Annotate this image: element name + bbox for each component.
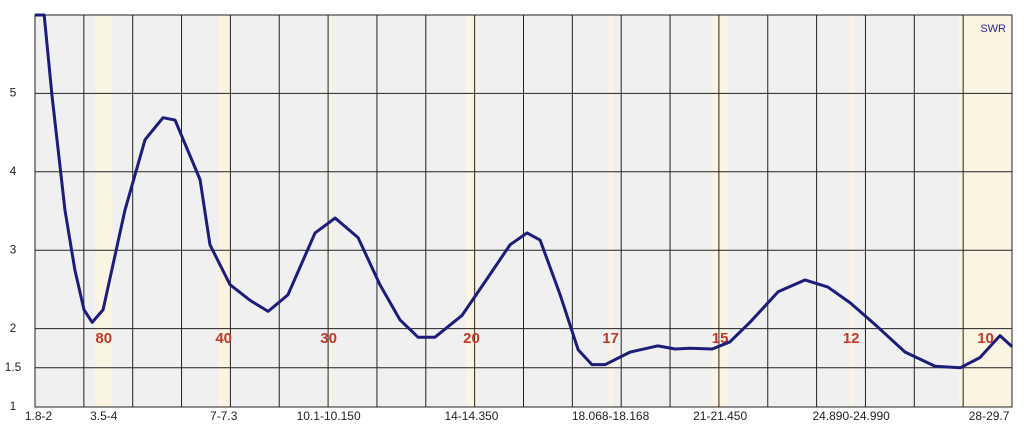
- band-highlight: [218, 15, 229, 407]
- band-highlight: [608, 15, 613, 407]
- band-highlight: [849, 15, 854, 407]
- y-tick-label: 3: [10, 242, 17, 256]
- band-highlight: [465, 15, 478, 407]
- x-tick-label: 28-29.7: [969, 409, 1010, 423]
- band-label: 10: [977, 330, 994, 347]
- band-highlight: [327, 15, 332, 407]
- band-highlight: [94, 15, 113, 407]
- y-tick-label: 5: [10, 86, 17, 100]
- band-label: 12: [843, 330, 860, 347]
- swr-line: [35, 13, 1014, 370]
- x-tick-label: 1.8-2: [25, 409, 53, 423]
- plot-frame: [34, 14, 1013, 408]
- y-tick-label: 1.5: [5, 360, 22, 374]
- band-highlight: [959, 15, 1012, 407]
- legend-entry: SWR: [980, 23, 1006, 35]
- y-tick-label: 1: [10, 399, 17, 413]
- x-tick-label: 7-7.3: [210, 409, 238, 423]
- y-tick-label: 2: [10, 321, 17, 335]
- band-highlight: [712, 15, 729, 407]
- band-label: 20: [463, 330, 480, 347]
- x-tick-label: 18.068-18.168: [572, 409, 650, 423]
- band-label: 80: [95, 330, 112, 347]
- x-tick-label: 24.890-24.990: [812, 409, 890, 423]
- band-label: 17: [602, 330, 619, 347]
- y-tick-label: 4: [10, 164, 17, 178]
- band-label: 40: [215, 330, 232, 347]
- x-tick-label: 14-14.350: [444, 409, 498, 423]
- x-tick-label: 10.1-10.150: [297, 409, 361, 423]
- band-label: 30: [320, 330, 337, 347]
- x-tick-label: 3.5-4: [90, 409, 118, 423]
- x-tick-label: 21-21.450: [693, 409, 747, 423]
